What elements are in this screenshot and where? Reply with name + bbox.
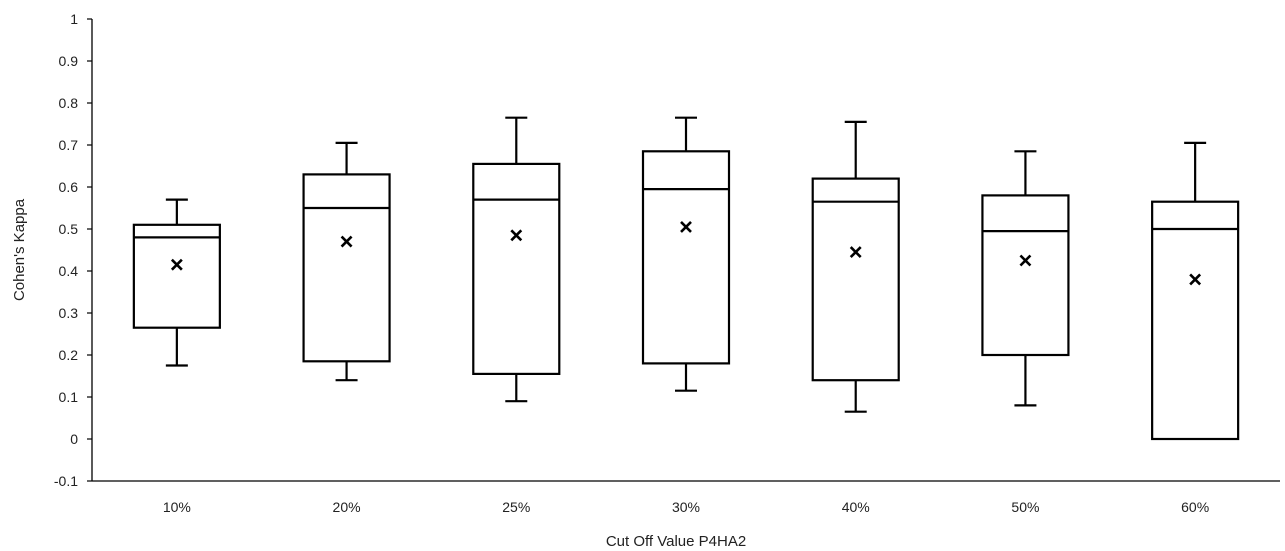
mean-marker: [680, 220, 692, 233]
box-group: [302, 141, 391, 382]
mean-marker-stroke: [680, 220, 692, 233]
box-group: [811, 120, 900, 413]
mean-marker-stroke: [340, 235, 353, 248]
y-tick-label: 0.3: [59, 305, 79, 321]
mean-marker: [1019, 254, 1032, 267]
y-tick-label: 0.1: [59, 389, 79, 405]
y-tick-label: 0.7: [59, 137, 79, 153]
mean-marker: [170, 258, 183, 271]
box-iqr: [302, 173, 391, 363]
box-group: [1151, 141, 1240, 441]
box-group: [132, 198, 221, 367]
y-tick-label: 1: [70, 11, 78, 27]
box-iqr: [472, 162, 561, 375]
y-tick-label: 0.9: [59, 53, 79, 69]
box-group: [641, 116, 731, 392]
mean-marker: [849, 246, 862, 259]
mean-marker: [1189, 273, 1202, 286]
y-tick-label: 0.5: [59, 221, 79, 237]
x-axis-title: Cut Off Value P4HA2: [606, 533, 746, 550]
mean-marker-stroke: [510, 229, 523, 242]
box-group: [981, 150, 1070, 407]
x-tick-label: 50%: [1011, 499, 1039, 515]
box-iqr: [1151, 200, 1240, 441]
x-tick-label: 25%: [502, 499, 530, 515]
y-tick-label: 0.2: [59, 347, 79, 363]
mean-marker: [340, 235, 353, 248]
x-axis: 10% 20% 25% 30% 40% 50% 60%: [92, 480, 1280, 515]
y-tick-label: 0.4: [59, 263, 79, 279]
box-iqr: [811, 177, 900, 382]
mean-marker-stroke: [1189, 273, 1202, 286]
x-tick-label: 20%: [333, 499, 361, 515]
y-axis: -0.1 0 0.1 0.2 0.3 0.4 0.5 0.6 0.7 0.8 0.9 1: [54, 11, 93, 489]
box-iqr: [132, 223, 221, 329]
x-tick-label: 10%: [163, 499, 191, 515]
mean-marker-stroke: [170, 258, 183, 271]
y-tick-label: 0: [70, 431, 78, 447]
y-tick-label: 0.8: [59, 95, 79, 111]
x-tick-label: 30%: [672, 499, 700, 515]
y-tick-label: -0.1: [54, 473, 78, 489]
box-iqr: [981, 194, 1070, 357]
box-group: [472, 116, 561, 403]
mean-marker-stroke: [849, 246, 862, 259]
mean-marker: [510, 229, 523, 242]
y-axis-title: Cohen's Kappa: [11, 198, 28, 301]
mean-marker-stroke: [1019, 254, 1032, 267]
y-tick-label: 0.6: [59, 179, 79, 195]
box-series: [132, 116, 1240, 441]
box-iqr: [641, 150, 731, 365]
x-tick-label: 40%: [842, 499, 870, 515]
x-tick-label: 60%: [1181, 499, 1209, 515]
